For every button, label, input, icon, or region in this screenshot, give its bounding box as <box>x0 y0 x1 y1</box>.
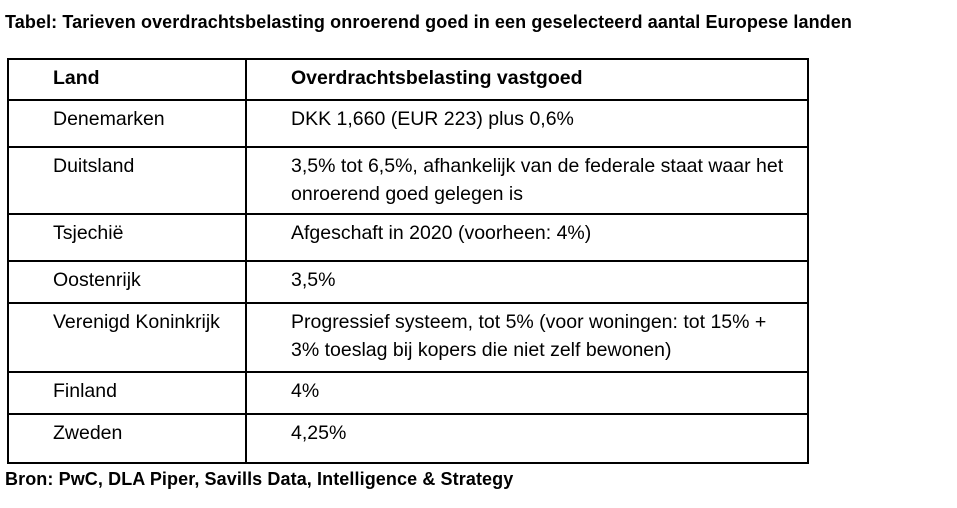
tax-cell: Progressief systeem, tot 5% (voor woning… <box>245 302 809 373</box>
country-cell: Zweden <box>7 413 247 464</box>
country-cell: Duitsland <box>7 146 247 215</box>
source-note: Bron: PwC, DLA Piper, Savills Data, Inte… <box>5 469 514 489</box>
table-header-row: Land Overdrachtsbelasting vastgoed <box>7 58 809 101</box>
column-header-land: Land <box>7 58 247 101</box>
table-row: Tsjechië Afgeschaft in 2020 (voorheen: 4… <box>7 213 809 262</box>
table-title: Tabel: Tarieven overdrachtsbelasting onr… <box>5 12 852 32</box>
country-cell: Finland <box>7 371 247 415</box>
country-cell: Denemarken <box>7 99 247 148</box>
tax-cell: 3,5% <box>245 260 809 304</box>
tax-cell: Afgeschaft in 2020 (voorheen: 4%) <box>245 213 809 262</box>
transfer-tax-table: Land Overdrachtsbelasting vastgoed Denem… <box>7 58 809 464</box>
country-cell: Tsjechië <box>7 213 247 262</box>
table-row: Zweden 4,25% <box>7 413 809 464</box>
tax-cell: DKK 1,660 (EUR 223) plus 0,6% <box>245 99 809 148</box>
table-row: Oostenrijk 3,5% <box>7 260 809 304</box>
tax-cell: 3,5% tot 6,5%, afhankelijk van de federa… <box>245 146 809 215</box>
column-header-tax: Overdrachtsbelasting vastgoed <box>245 58 809 101</box>
table-row: Verenigd Koninkrijk Progressief systeem,… <box>7 302 809 373</box>
tax-cell: 4,25% <box>245 413 809 464</box>
tax-cell: 4% <box>245 371 809 415</box>
table-row: Duitsland 3,5% tot 6,5%, afhankelijk van… <box>7 146 809 215</box>
table-row: Denemarken DKK 1,660 (EUR 223) plus 0,6% <box>7 99 809 148</box>
table-row: Finland 4% <box>7 371 809 415</box>
country-cell: Verenigd Koninkrijk <box>7 302 247 373</box>
country-cell: Oostenrijk <box>7 260 247 304</box>
